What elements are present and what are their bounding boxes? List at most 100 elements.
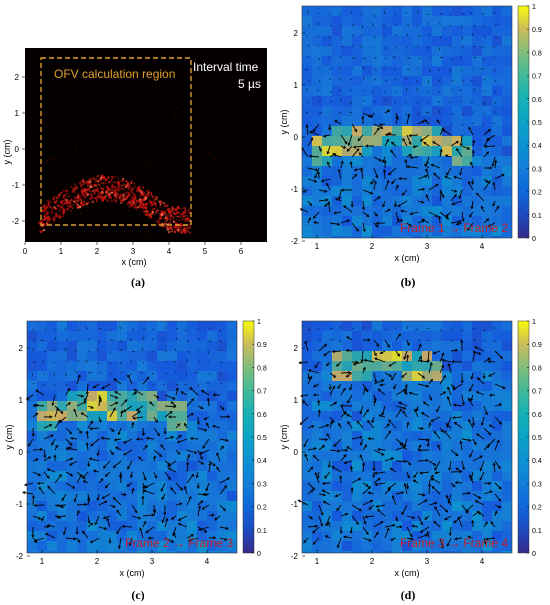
magnitude-cell bbox=[47, 531, 57, 541]
velocity-arrow bbox=[321, 178, 331, 182]
arrow-head bbox=[451, 360, 455, 364]
arrow-head bbox=[479, 455, 483, 459]
arrow-head bbox=[356, 148, 360, 152]
magnitude-cell bbox=[332, 371, 342, 381]
noise-dot bbox=[156, 171, 158, 174]
arrow-head bbox=[433, 462, 437, 466]
arrow-head bbox=[445, 216, 450, 220]
arrow-head bbox=[480, 205, 484, 209]
velocity-arrow bbox=[207, 361, 210, 363]
magnitude-cell bbox=[352, 96, 362, 106]
magnitude-cell bbox=[117, 331, 127, 341]
emission-dot bbox=[39, 220, 42, 222]
noise-dot bbox=[117, 76, 119, 78]
velocity-arrow bbox=[323, 350, 331, 356]
magnitude-cell bbox=[217, 501, 227, 511]
emission-dot bbox=[58, 205, 62, 208]
arrow-head bbox=[90, 405, 94, 409]
magnitude-cell bbox=[302, 186, 312, 196]
magnitude-cell bbox=[227, 341, 237, 351]
magnitude-cell bbox=[452, 76, 462, 86]
arrow-head bbox=[312, 541, 316, 545]
magnitude-cell bbox=[77, 481, 87, 491]
magnitude-cell bbox=[312, 106, 322, 116]
arrow-head bbox=[100, 436, 104, 440]
velocity-arrow bbox=[208, 339, 212, 343]
y-tick-label: 2 bbox=[15, 73, 20, 82]
velocity-arrow bbox=[483, 151, 489, 158]
magnitude-cell bbox=[412, 56, 422, 66]
magnitude-cell bbox=[312, 56, 322, 66]
arrow-head bbox=[338, 196, 342, 201]
magnitude-cell bbox=[422, 331, 432, 341]
arrow-head bbox=[313, 384, 317, 388]
magnitude-cell bbox=[472, 216, 482, 226]
velocity-arrow bbox=[361, 350, 364, 362]
velocity-arrow bbox=[131, 422, 134, 429]
magnitude-cell bbox=[362, 6, 372, 16]
emission-dot bbox=[119, 188, 122, 191]
magnitude-cell bbox=[117, 411, 127, 421]
noise-dot bbox=[134, 176, 136, 178]
noise-dot bbox=[154, 188, 156, 190]
magnitude-cell bbox=[402, 441, 412, 451]
magnitude-cell bbox=[472, 166, 482, 176]
arrow-head bbox=[430, 163, 434, 167]
noise-dot bbox=[101, 203, 103, 205]
arrow-head bbox=[67, 402, 71, 406]
emission-dot bbox=[86, 184, 90, 187]
emission-dot bbox=[93, 181, 96, 183]
magnitude-cell bbox=[77, 551, 87, 553]
velocity-arrow bbox=[139, 527, 144, 539]
y-tick-label: 0 bbox=[294, 448, 299, 457]
arrow-head bbox=[358, 152, 362, 156]
noise-dot bbox=[38, 159, 40, 161]
magnitude-cell bbox=[67, 521, 77, 531]
noise-dot bbox=[48, 157, 50, 159]
arrow-head bbox=[358, 508, 362, 512]
magnitude-cell bbox=[187, 361, 197, 371]
magnitude-cell bbox=[302, 86, 312, 96]
velocity-arrow bbox=[206, 422, 210, 429]
velocity-arrow bbox=[120, 493, 127, 496]
emission-dot bbox=[166, 226, 168, 229]
emission-dot bbox=[130, 188, 133, 191]
magnitude-cell bbox=[342, 6, 352, 16]
noise-dot bbox=[29, 59, 31, 61]
arrow-head bbox=[337, 222, 341, 226]
emission-dot bbox=[158, 205, 162, 209]
emission-dot bbox=[39, 213, 42, 216]
magnitude-cell bbox=[402, 216, 412, 226]
magnitude-cell bbox=[362, 381, 372, 391]
magnitude-cell bbox=[402, 16, 412, 26]
velocity-arrow bbox=[346, 349, 353, 352]
magnitude-cell bbox=[442, 371, 452, 381]
noise-dot bbox=[42, 233, 44, 235]
magnitude-cell bbox=[412, 96, 422, 106]
magnitude-cell bbox=[482, 206, 492, 216]
magnitude-cell bbox=[77, 511, 87, 521]
magnitude-cell bbox=[392, 136, 402, 146]
arrow-head bbox=[360, 168, 364, 172]
magnitude-cell bbox=[322, 146, 332, 156]
velocity-arrow bbox=[351, 148, 360, 158]
magnitude-cell bbox=[312, 321, 322, 331]
velocity-arrow bbox=[82, 471, 89, 479]
magnitude-cell bbox=[402, 126, 412, 136]
velocity-arrow bbox=[149, 401, 155, 407]
emission-dot bbox=[44, 209, 47, 212]
emission-dot bbox=[169, 218, 172, 221]
velocity-arrow bbox=[402, 410, 408, 418]
magnitude-cell bbox=[322, 196, 332, 206]
velocity-arrow bbox=[329, 385, 336, 396]
colorbar-tick-label: 0.5 bbox=[532, 120, 542, 127]
magnitude-cell bbox=[392, 126, 402, 136]
velocity-arrow bbox=[32, 458, 39, 462]
velocity-arrow bbox=[153, 394, 160, 399]
arrow-head bbox=[123, 440, 127, 444]
magnitude-cell bbox=[97, 461, 107, 471]
emission-dot bbox=[129, 204, 132, 207]
noise-dot bbox=[76, 228, 78, 230]
magnitude-cell bbox=[422, 116, 432, 126]
emission-dot bbox=[186, 226, 189, 230]
